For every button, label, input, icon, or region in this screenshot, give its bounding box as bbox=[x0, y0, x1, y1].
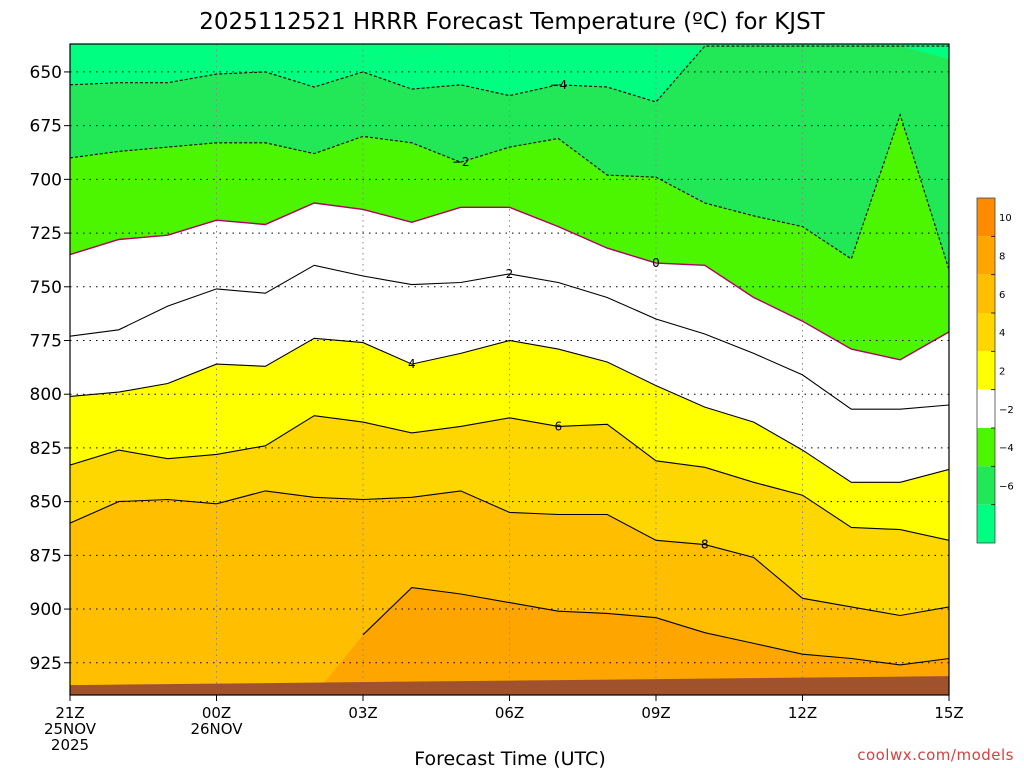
x-tick-label: 03Z bbox=[348, 704, 377, 722]
x-tick-label: 09Z bbox=[641, 704, 670, 722]
isotherm-6 bbox=[70, 415, 949, 541]
y-tick-label: 850 bbox=[30, 493, 62, 513]
colorbar-swatch bbox=[977, 428, 995, 467]
y-tick-label: 800 bbox=[30, 385, 62, 405]
contour-label: 2 bbox=[506, 267, 514, 281]
x-tick-label: 12Z bbox=[788, 704, 817, 722]
band-top bbox=[70, 44, 949, 72]
y-tick-label: 650 bbox=[30, 63, 62, 83]
colorbar-swatch bbox=[977, 466, 995, 505]
colorbar-tick-label: 6 bbox=[999, 290, 1005, 301]
x-tick-label: 15Z bbox=[934, 704, 963, 722]
contour-label: −4 bbox=[549, 78, 567, 92]
colorbar-swatch bbox=[977, 313, 995, 352]
isotherm--2 bbox=[70, 113, 949, 270]
plot-area: −4 −2 0 2 4 6 8 bbox=[70, 44, 949, 695]
y-tick-label: 925 bbox=[30, 654, 62, 674]
isotherm-4 bbox=[70, 337, 949, 483]
colorbar-swatch bbox=[977, 274, 995, 313]
colorbar-tick-label: −6 bbox=[999, 482, 1014, 493]
colorbar-swatch bbox=[977, 504, 995, 543]
colorbar-tick-label: 8 bbox=[999, 252, 1005, 263]
isotherm-8 bbox=[70, 490, 949, 617]
colorbar-tick-label: 10 bbox=[999, 213, 1012, 224]
x-axis-label: Forecast Time (UTC) bbox=[414, 748, 605, 768]
x-tick-label: 21Z bbox=[55, 704, 84, 722]
colorbar-tick-label: 4 bbox=[999, 328, 1005, 339]
ground-fill bbox=[70, 676, 949, 695]
colorbar-swatch bbox=[977, 236, 995, 275]
contour-label: 8 bbox=[701, 538, 709, 552]
x-tick-label: 00Z bbox=[202, 704, 231, 722]
x-tick-label: 25NOV bbox=[44, 720, 97, 738]
chart-title: 2025112521 HRRR Forecast Temperature (ºC… bbox=[199, 9, 825, 35]
y-axis: 650 675 700 725 750 775 800 825 850 875 900 925 bbox=[30, 63, 70, 674]
credit-text: coolwx.com/models bbox=[857, 746, 1014, 764]
grid-lines bbox=[70, 44, 949, 695]
contour-labels: −4 −2 0 2 4 6 8 bbox=[408, 78, 709, 552]
y-tick-label: 875 bbox=[30, 546, 62, 566]
colorbar-swatch bbox=[977, 389, 995, 428]
y-tick-label: 825 bbox=[30, 439, 62, 459]
y-tick-label: 725 bbox=[30, 224, 62, 244]
colorbar: 10 8 6 4 2 −2 −4 −6 bbox=[976, 197, 1014, 544]
colorbar-swatch bbox=[977, 351, 995, 390]
contour-label: 6 bbox=[555, 419, 563, 433]
temperature-bands bbox=[70, 44, 949, 695]
isotherm-2 bbox=[70, 264, 949, 410]
colorbar-tick-label: −4 bbox=[999, 443, 1014, 454]
x-tick-label: 06Z bbox=[495, 704, 524, 722]
ground-surface bbox=[70, 676, 949, 695]
contour-label: 0 bbox=[652, 256, 660, 270]
isotherm-lines bbox=[70, 45, 949, 666]
isotherm-0 bbox=[70, 202, 949, 361]
y-tick-label: 675 bbox=[30, 117, 62, 137]
y-tick-label: 775 bbox=[30, 331, 62, 351]
colorbar-frame bbox=[976, 197, 996, 544]
colorbar-swatch bbox=[977, 198, 995, 237]
y-tick-label: 900 bbox=[30, 600, 62, 620]
contour-label: 4 bbox=[408, 357, 416, 371]
x-tick-label: 26NOV bbox=[190, 720, 243, 738]
y-tick-label: 750 bbox=[30, 278, 62, 298]
y-tick-label: 700 bbox=[30, 170, 62, 190]
isotherm--4 bbox=[70, 45, 949, 103]
band-10 bbox=[70, 587, 949, 695]
x-tick-label: 2025 bbox=[51, 736, 89, 754]
colorbar-tick-label: 2 bbox=[999, 367, 1005, 378]
isotherm-10 bbox=[362, 587, 949, 666]
contour-label: −2 bbox=[452, 155, 470, 169]
colorbar-tick-label: −2 bbox=[999, 405, 1014, 416]
